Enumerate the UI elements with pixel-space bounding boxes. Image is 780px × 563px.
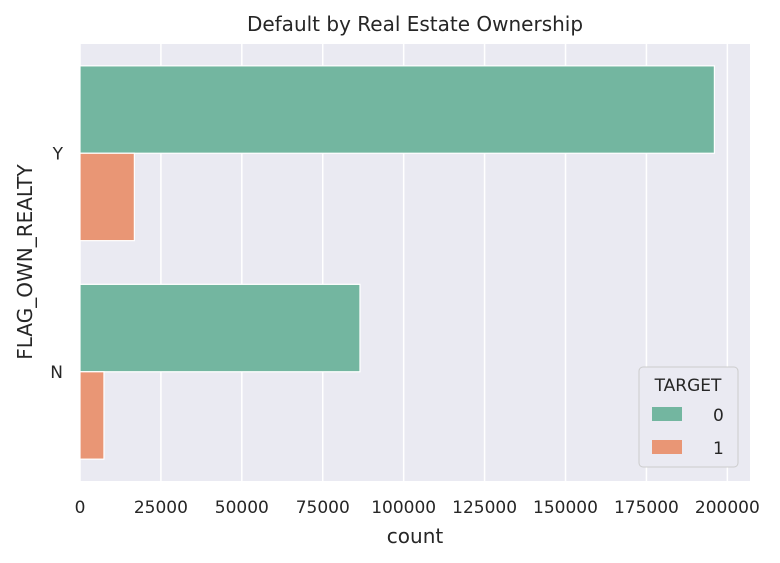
- x-tick-label: 25000: [134, 498, 188, 518]
- x-tick-label: 50000: [215, 498, 269, 518]
- x-axis-label: count: [387, 524, 444, 548]
- chart-title: Default by Real Estate Ownership: [247, 12, 583, 36]
- bar-Y-target-1: [79, 152, 135, 242]
- bar-N-target-1: [79, 371, 105, 460]
- y-tick-label-N: N: [50, 363, 63, 383]
- x-tick-label: 175000: [614, 498, 679, 518]
- x-tick-label: 125000: [452, 498, 517, 518]
- legend-swatch-0: [652, 407, 682, 421]
- y-axis-label: FLAG_OWN_REALTY: [13, 163, 37, 359]
- x-tick-label: 200000: [695, 498, 760, 518]
- bar-Y-target-0: [79, 65, 715, 154]
- bar-N-target-0: [79, 283, 361, 373]
- x-tick-label: 0: [75, 498, 86, 518]
- x-tick-label: 150000: [533, 498, 598, 518]
- bars: [79, 65, 715, 460]
- legend-label-1: 1: [713, 439, 724, 459]
- legend-label-0: 0: [713, 406, 724, 426]
- x-tick-label: 75000: [296, 498, 350, 518]
- y-tick-label-Y: Y: [52, 144, 64, 164]
- x-tick-label: 100000: [371, 498, 436, 518]
- y-tick-labels: YN: [50, 144, 63, 383]
- x-tick-labels: 0 25000 50000 75000 100000 125000 150000 175000…: [75, 498, 760, 518]
- legend: TARGET 0 1: [638, 366, 739, 468]
- legend-title: TARGET: [654, 376, 722, 396]
- legend-swatch-1: [652, 440, 682, 454]
